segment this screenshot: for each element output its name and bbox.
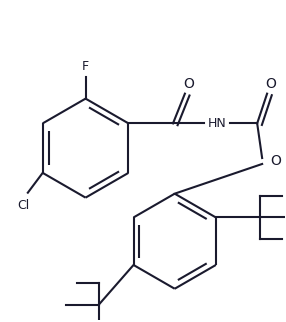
Text: O: O (271, 154, 281, 168)
Text: O: O (266, 77, 277, 91)
Text: O: O (183, 77, 194, 91)
Text: F: F (82, 61, 89, 73)
Text: Cl: Cl (18, 199, 30, 212)
Text: HN: HN (208, 117, 227, 130)
